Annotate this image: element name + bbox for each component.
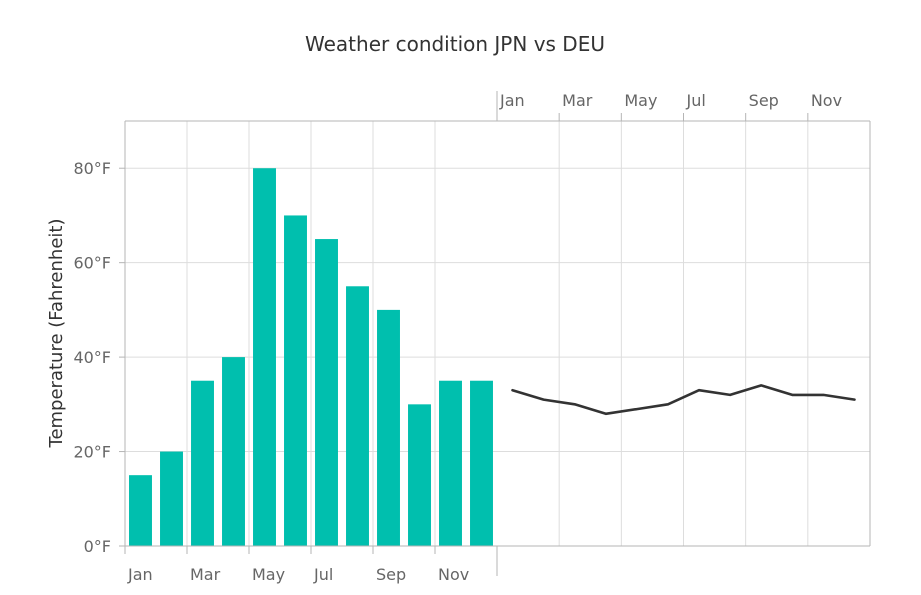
bar-nov — [439, 381, 462, 546]
bar-dec — [470, 381, 493, 546]
x-tick-label-bottom: May — [252, 565, 285, 584]
chart-title: Weather condition JPN vs DEU — [305, 32, 605, 56]
bar-oct — [408, 404, 431, 546]
bar-apr — [222, 357, 245, 546]
x-tick-label-bottom: Sep — [376, 565, 406, 584]
bar-feb — [160, 452, 183, 546]
bar-jun — [284, 215, 307, 546]
x-tick-label-bottom: Jan — [127, 565, 153, 584]
x-tick-label-top: May — [624, 91, 657, 110]
y-tick-label: 20°F — [73, 443, 111, 462]
bar-mar — [191, 381, 214, 546]
y-axis-label: Temperature (Fahrenheit) — [46, 219, 67, 449]
bar-jul — [315, 239, 338, 546]
x-tick-label-top: Nov — [811, 91, 842, 110]
y-tick-label: 40°F — [73, 348, 111, 367]
x-tick-label-top: Sep — [749, 91, 779, 110]
y-tick-label: 0°F — [84, 537, 111, 556]
x-tick-label-bottom: Jul — [313, 565, 333, 584]
x-tick-label-top: Jul — [686, 91, 706, 110]
x-tick-label-bottom: Mar — [190, 565, 221, 584]
bar-jan — [129, 475, 152, 546]
bar-sep — [377, 310, 400, 546]
bar-aug — [346, 286, 369, 546]
x-tick-label-top: Jan — [499, 91, 525, 110]
bar-may — [253, 168, 276, 546]
x-tick-label-top: Mar — [562, 91, 593, 110]
y-tick-label: 60°F — [73, 254, 111, 273]
x-tick-label-bottom: Nov — [438, 565, 469, 584]
y-tick-label: 80°F — [73, 159, 111, 178]
